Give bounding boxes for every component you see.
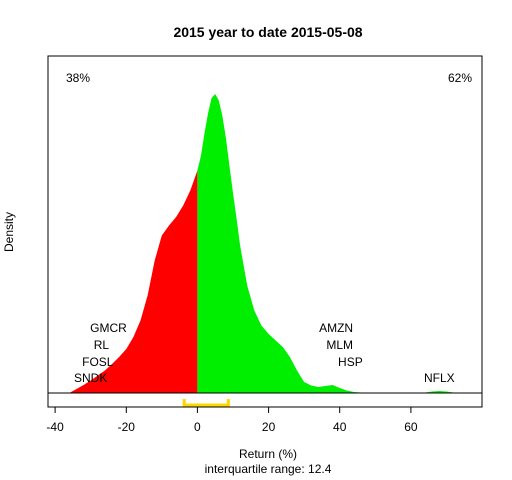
x-axis: -40 -20 0 20 40 60	[46, 407, 418, 434]
x-tick-label: 0	[194, 420, 201, 434]
chart-title: 2015 year to date 2015-05-08	[173, 24, 362, 40]
left-percent-label: 38%	[66, 71, 90, 85]
stock-label: NFLX	[424, 371, 455, 385]
positive-return-area	[197, 94, 468, 393]
stock-label: RL	[94, 338, 110, 352]
x-tick-label: -20	[118, 420, 136, 434]
iqr-caption: interquartile range: 12.4	[205, 462, 332, 476]
right-percent-label: 62%	[448, 71, 472, 85]
negative-return-area	[69, 170, 198, 393]
stock-label: SNDK	[74, 371, 107, 385]
y-axis-label: Density	[2, 212, 16, 252]
x-tick-label: 40	[333, 420, 347, 434]
x-axis-band	[47, 392, 483, 408]
x-tick-label: 20	[262, 420, 276, 434]
stock-label: MLM	[326, 338, 353, 352]
x-tick-label: -40	[46, 420, 64, 434]
stock-label: AMZN	[319, 321, 353, 335]
x-tick-label: 60	[404, 420, 418, 434]
x-axis-label: Return (%)	[239, 447, 297, 461]
stock-label: FOSL	[82, 355, 114, 369]
iqr-bracket-line	[182, 399, 230, 407]
stock-labels: GMCR RL FOSL SNDK AMZN MLM HSP NFLX	[74, 321, 455, 385]
density-areas	[69, 94, 468, 393]
stock-label: HSP	[338, 355, 363, 369]
stock-label: GMCR	[90, 321, 127, 335]
iqr-bracket	[182, 399, 230, 407]
